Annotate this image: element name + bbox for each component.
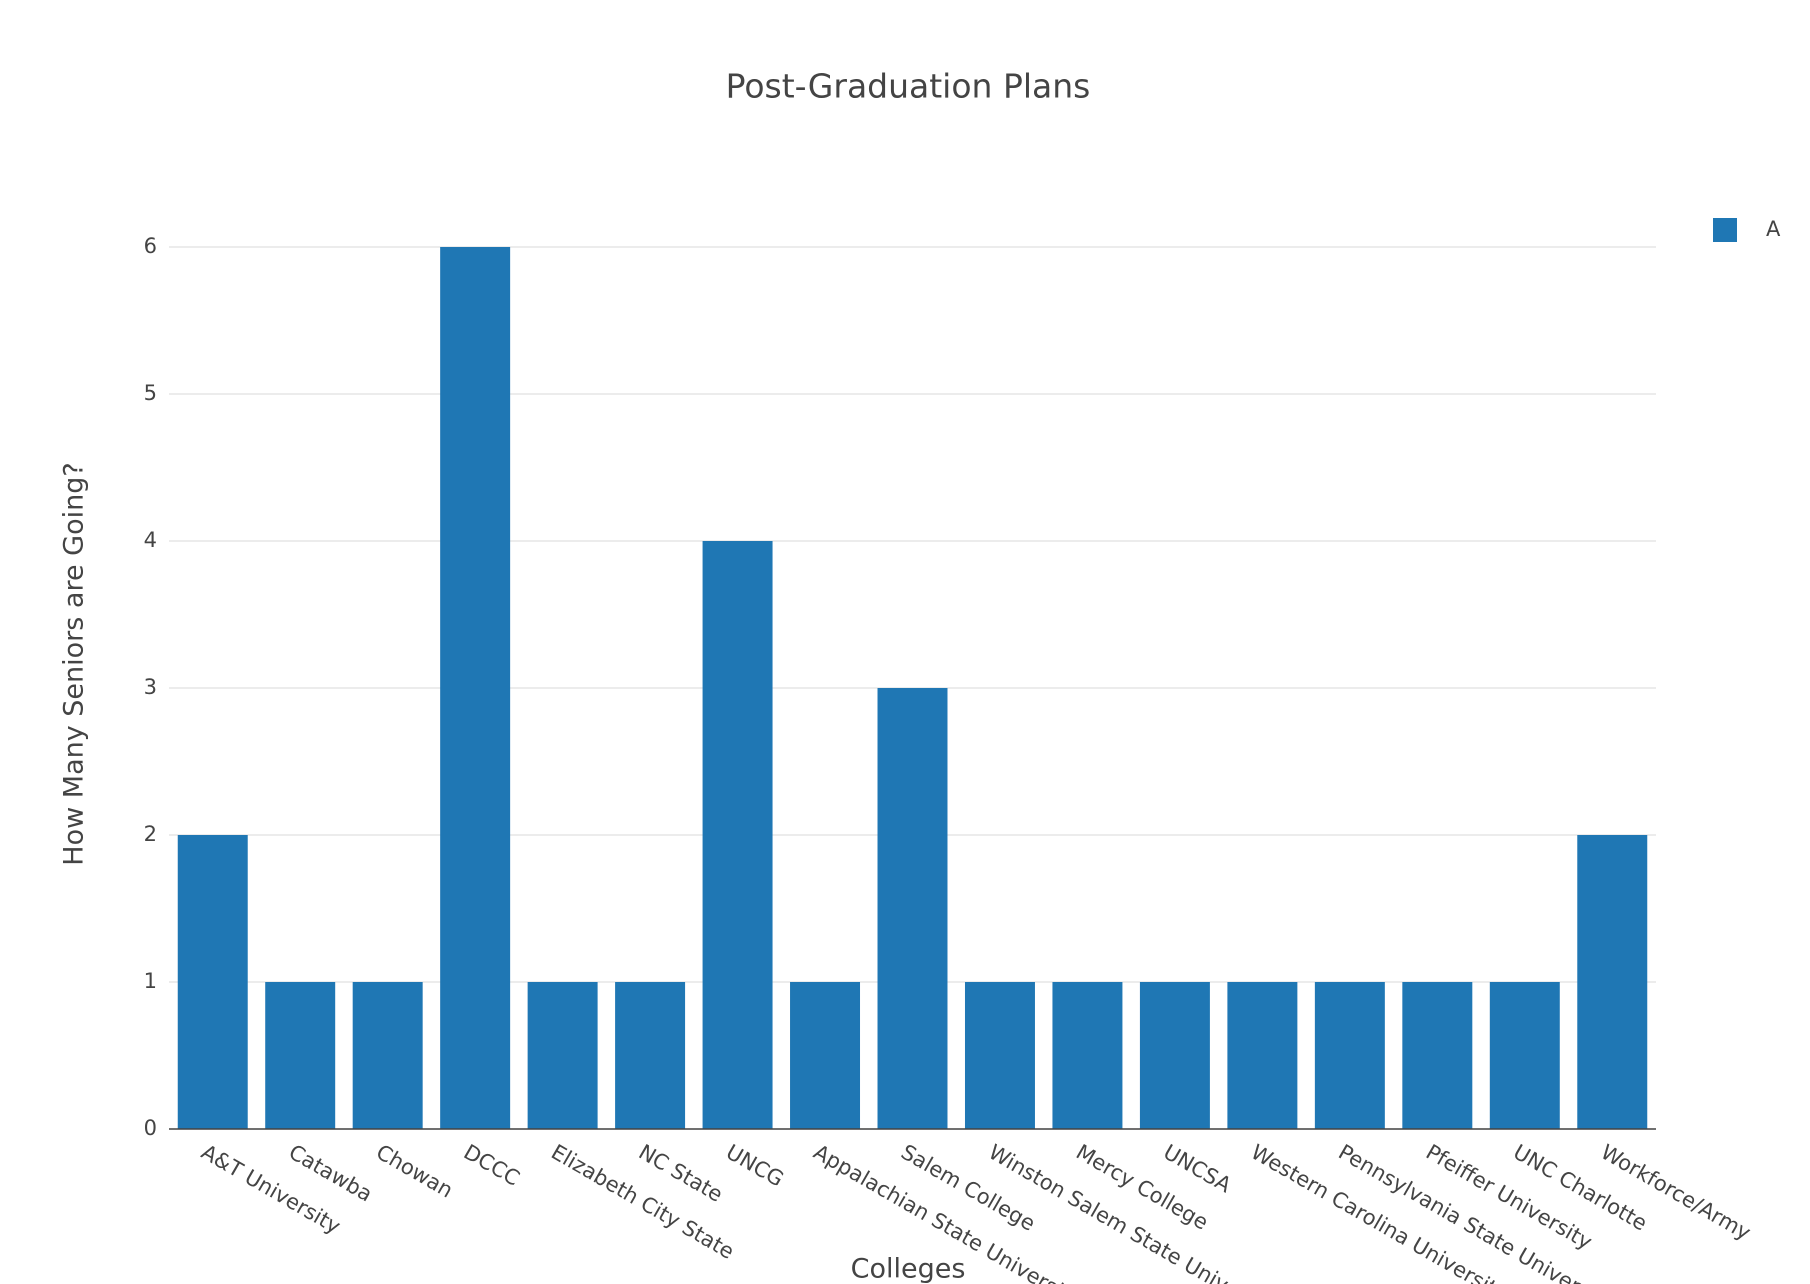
- x-tick-label: Chowan: [372, 1140, 457, 1203]
- bar: [702, 541, 773, 1129]
- y-axis-title: How Many Seniors are Going?: [59, 462, 90, 865]
- bar: [1577, 835, 1648, 1129]
- bar: [615, 982, 686, 1129]
- x-tick-label: Workforce/Army: [1597, 1140, 1755, 1245]
- x-tick-label: DCCC: [460, 1140, 524, 1191]
- bar: [1052, 982, 1123, 1129]
- y-tick-label: 0: [144, 1116, 157, 1140]
- legend-label: A: [1766, 217, 1781, 241]
- bar: [1139, 982, 1210, 1129]
- bar: [1402, 982, 1473, 1129]
- x-tick-label: UNCG: [722, 1140, 788, 1192]
- bar: [527, 982, 598, 1129]
- x-axis-title: Colleges: [851, 1254, 966, 1284]
- y-tick-label: 5: [144, 381, 157, 405]
- bar: [790, 982, 861, 1129]
- bar: [265, 982, 336, 1129]
- y-tick-label: 2: [144, 822, 157, 846]
- bar: [352, 982, 423, 1129]
- bar: [440, 247, 511, 1129]
- bar: [1489, 982, 1560, 1129]
- y-tick-label: 4: [144, 528, 157, 552]
- bar: [877, 688, 948, 1129]
- y-tick-label: 6: [144, 234, 157, 258]
- legend-swatch: [1713, 218, 1737, 242]
- bar: [177, 835, 248, 1129]
- y-tick-label: 3: [144, 675, 157, 699]
- chart-title: Post-Graduation Plans: [726, 67, 1091, 106]
- bar: [1227, 982, 1298, 1129]
- y-tick-label: 1: [144, 969, 157, 993]
- bar: [1314, 982, 1385, 1129]
- bar: [964, 982, 1035, 1129]
